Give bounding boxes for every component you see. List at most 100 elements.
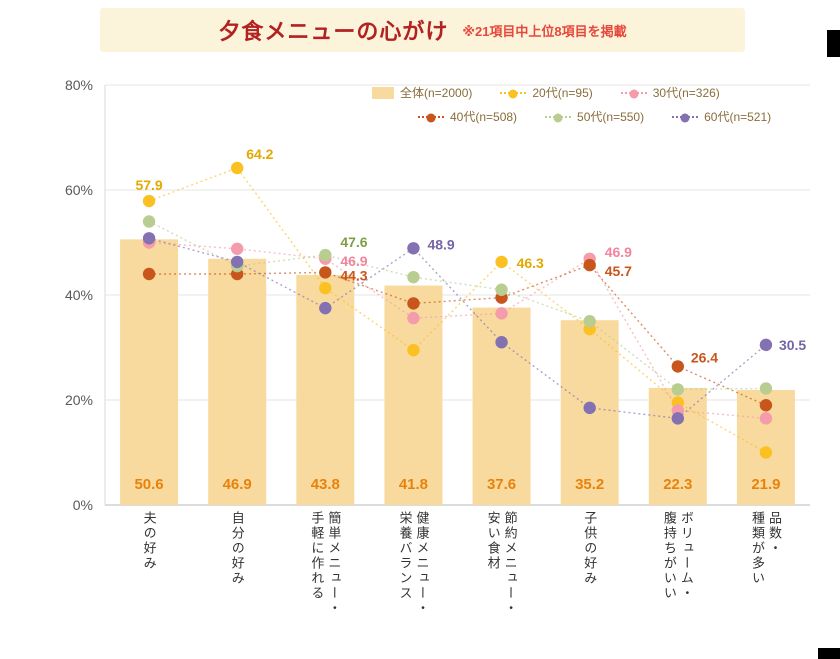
- data-dot: [671, 412, 685, 425]
- legend-item: 30代(n=326): [620, 84, 720, 101]
- data-dot: [759, 399, 773, 412]
- y-tick-label: 0%: [73, 497, 93, 513]
- data-dot: [407, 242, 420, 255]
- category-label: ボリューム・ 腹持ちがいい: [633, 511, 723, 656]
- category-label: 品数・ 種類が多い: [721, 511, 811, 656]
- data-dot: [759, 412, 773, 425]
- bar-value-label: 37.6: [487, 476, 516, 493]
- data-dot: [495, 307, 508, 320]
- point-value-label: 46.9: [340, 253, 367, 269]
- legend-item: 50代(n=550): [545, 108, 644, 125]
- category-label-text: 節約メニュー・ 安い食材: [485, 511, 518, 616]
- legend-dot-marker: [553, 113, 563, 122]
- data-dot: [142, 267, 156, 281]
- bar-value-label: 43.8: [311, 476, 340, 493]
- legend-dot-marker: [629, 89, 639, 98]
- category-label: 簡単メニュー・ 手軽に作れる: [280, 511, 370, 656]
- point-value-label: 48.9: [427, 236, 454, 252]
- legend-item: 20代(n=95): [500, 84, 593, 101]
- category-label-text: 自分の好み: [229, 511, 245, 586]
- category-label: 子供の好み: [545, 511, 635, 656]
- legend-label: 40代(n=508): [450, 110, 518, 124]
- category-label-text: 簡単メニュー・ 手軽に作れる: [309, 511, 342, 616]
- point-value-label: 30.5: [779, 337, 806, 353]
- category-label: 節約メニュー・ 安い食材: [457, 511, 547, 656]
- legend-bar-swatch: [372, 86, 394, 99]
- y-tick-label: 60%: [65, 182, 93, 198]
- category-label-text: 子供の好み: [582, 511, 598, 586]
- data-dot: [759, 338, 773, 352]
- point-value-label: 46.3: [517, 255, 544, 271]
- data-dot: [230, 242, 244, 255]
- data-dot: [495, 336, 508, 349]
- legend-dot-marker: [426, 113, 436, 122]
- legend-line-marker: [672, 113, 699, 122]
- data-dot: [230, 255, 244, 269]
- data-dot: [319, 266, 332, 279]
- screen-artifact-bottom-right: [818, 648, 840, 659]
- category-label: 健康メニュー・ 栄養バランス: [368, 511, 458, 656]
- data-dot: [583, 401, 596, 415]
- y-tick-label: 40%: [65, 287, 93, 303]
- data-dot: [142, 215, 156, 228]
- point-value-label: 64.2: [246, 146, 273, 162]
- data-dot: [671, 383, 685, 396]
- bar-value-label: 21.9: [751, 476, 780, 493]
- category-label-text: 健康メニュー・ 栄養バランス: [397, 511, 430, 616]
- bar-value-label: 22.3: [663, 476, 692, 493]
- legend-row: 全体(n=2000) 20代(n=95) 30代(n=326): [372, 84, 771, 101]
- legend-line-marker: [620, 89, 647, 98]
- data-dot: [319, 248, 332, 262]
- legend-line-marker: [418, 113, 444, 122]
- legend-item: 60代(n=521): [672, 108, 771, 125]
- series-line: [148, 237, 767, 420]
- chart-legend: 全体(n=2000) 20代(n=95) 30代(n=326) 40代(n=508) 5…: [372, 84, 771, 125]
- category-label-text: 夫の好み: [141, 511, 157, 571]
- legend-label: 60代(n=521): [704, 110, 772, 124]
- bar-value-label: 41.8: [399, 476, 428, 493]
- screen-artifact-top-right: [827, 30, 840, 57]
- point-value-label: 57.9: [135, 177, 162, 193]
- data-dot: [583, 258, 596, 272]
- legend-item: 40代(n=508): [418, 108, 517, 125]
- data-dot: [495, 255, 508, 269]
- data-dot: [319, 281, 332, 295]
- data-dot: [230, 161, 244, 175]
- data-dot: [495, 283, 508, 296]
- bar: [208, 258, 267, 505]
- point-value-label: 45.7: [605, 263, 632, 279]
- data-dot: [759, 446, 773, 459]
- legend-label: 20代(n=95): [532, 86, 593, 100]
- bar-value-label: 35.2: [575, 476, 604, 493]
- legend-dot-marker: [508, 89, 518, 98]
- data-dot: [319, 301, 332, 315]
- legend-row: 40代(n=508) 50代(n=550) 60代(n=521): [418, 108, 771, 125]
- data-dot: [407, 311, 420, 325]
- legend-label: 50代(n=550): [577, 110, 645, 124]
- series-line: [149, 241, 766, 420]
- point-value-label: 47.6: [340, 234, 367, 250]
- category-label: 自分の好み: [192, 511, 282, 656]
- data-dot: [671, 360, 685, 373]
- data-dot: [407, 343, 420, 357]
- category-label-text: ボリューム・ 腹持ちがいい: [661, 511, 694, 601]
- y-tick-label: 80%: [65, 77, 93, 93]
- category-label: 夫の好み: [104, 511, 194, 656]
- data-dot: [142, 232, 156, 245]
- page-title: 夕食メニューの心がけ: [218, 19, 449, 44]
- legend-label: 全体(n=2000): [400, 86, 473, 100]
- data-dot: [407, 297, 420, 310]
- data-dot: [142, 194, 156, 208]
- y-tick-label: 20%: [65, 392, 93, 408]
- data-dot: [583, 315, 596, 328]
- title-banner: 夕食メニューの心がけ ※21項目中上位8項目を掲載: [100, 8, 745, 52]
- legend-item: 全体(n=2000): [372, 84, 472, 101]
- data-dot: [407, 270, 420, 284]
- bar-value-label: 50.6: [134, 476, 163, 493]
- legend-line-marker: [545, 113, 572, 122]
- point-value-label: 46.9: [605, 244, 632, 260]
- bar-value-label: 46.9: [223, 476, 252, 493]
- point-value-label: 44.3: [340, 267, 367, 283]
